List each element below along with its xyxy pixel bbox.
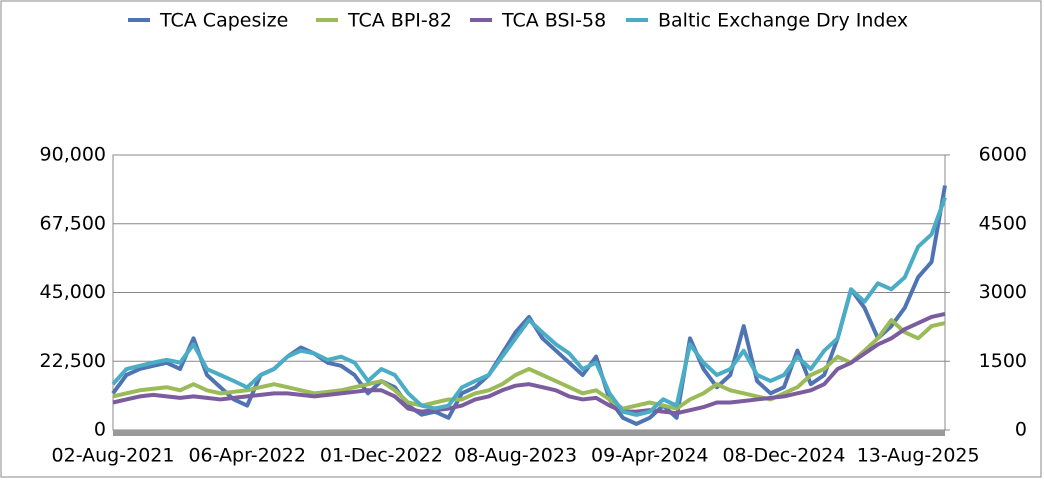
x-tick-label: 01-Dec-2022 — [320, 445, 443, 467]
y2-tick-label: 6000 — [979, 144, 1027, 166]
legend-label: Baltic Exchange Dry Index — [658, 10, 908, 32]
x-tick-label: 06-Apr-2022 — [188, 445, 305, 467]
y2-tick-label: 0 — [1015, 419, 1027, 441]
y-tick-label: 22,500 — [40, 350, 106, 372]
series-line — [112, 318, 946, 411]
y-tick-label: 45,000 — [40, 281, 106, 303]
y2-tick-label: 4500 — [979, 212, 1027, 234]
y-tick-label: 0 — [94, 419, 106, 441]
legend-label: TCA BSI-58 — [501, 10, 606, 32]
x-tick-label: 08-Aug-2023 — [454, 445, 577, 467]
x-axis-band — [113, 430, 945, 436]
y2-tick-label: 1500 — [979, 350, 1027, 372]
y-tick-label: 67,500 — [40, 212, 106, 234]
y2-tick-label: 3000 — [979, 281, 1027, 303]
legend-label: TCA BPI-82 — [347, 10, 452, 32]
series-line — [111, 196, 947, 417]
x-tick-label: 02-Aug-2021 — [52, 445, 175, 467]
x-tick-label: 09-Apr-2024 — [591, 445, 708, 467]
y-tick-label: 90,000 — [40, 144, 106, 166]
legend-label: TCA Capesize — [159, 10, 288, 32]
series-line — [112, 311, 946, 416]
x-tick-label: 08-Dec-2024 — [722, 445, 845, 467]
x-tick-label: 13-Aug-2025 — [857, 445, 980, 467]
